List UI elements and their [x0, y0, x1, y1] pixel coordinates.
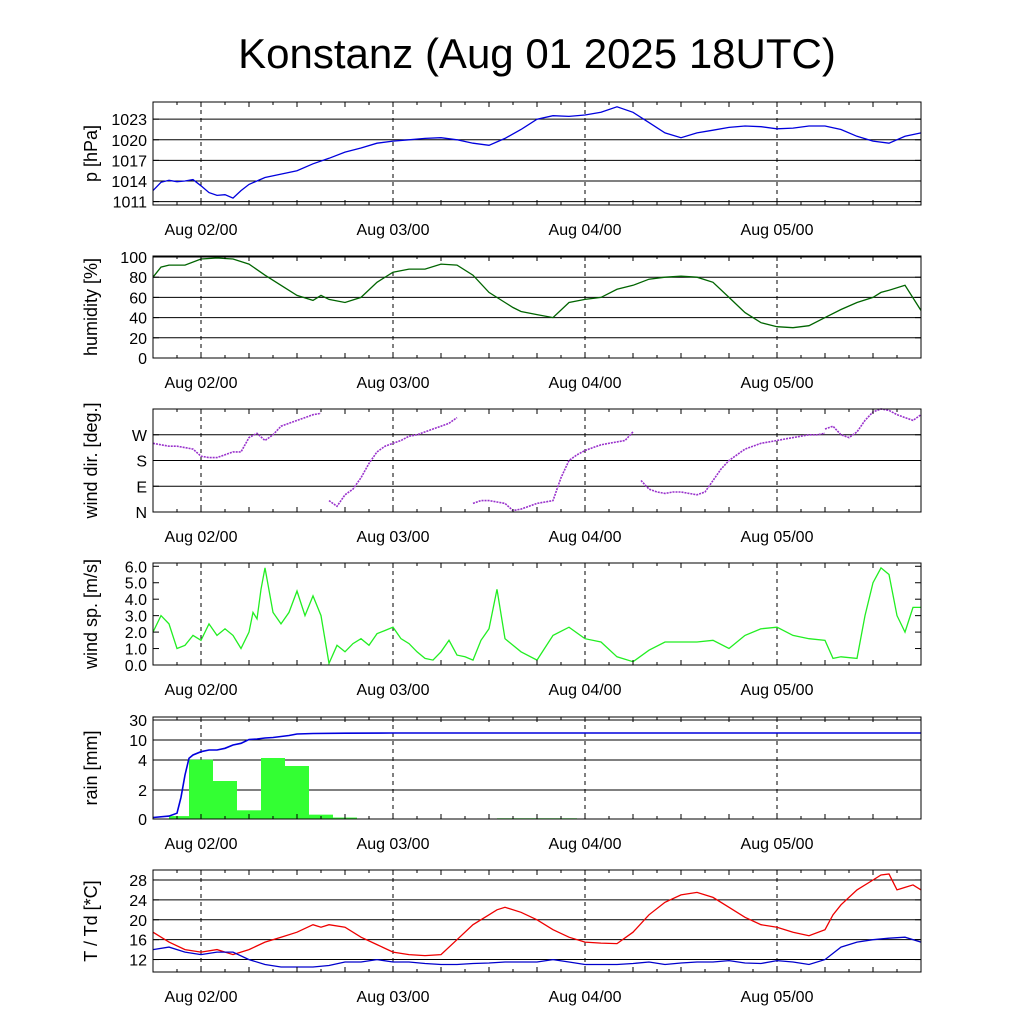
y-tick-label: 5.0 — [125, 576, 147, 593]
y-tick-label: 60 — [129, 290, 147, 307]
x-tick-label: Aug 04/00 — [549, 375, 622, 392]
y-tick-label: 30 — [129, 713, 147, 730]
x-tick-label: Aug 02/00 — [165, 375, 238, 392]
y-tick-label: 20 — [129, 331, 147, 348]
y-tick-label: 1014 — [111, 174, 147, 191]
x-tick-label: Aug 05/00 — [741, 682, 814, 699]
winddir-segment — [472, 431, 634, 512]
rain-accum-line — [152, 732, 921, 819]
panel-rain: 0 2 4 10 30 Aug 02/00 Aug 03/00 Aug 04/00 Aug 05… — [81, 713, 922, 853]
y-tick-label: 1017 — [111, 153, 147, 170]
rain-bar — [169, 816, 189, 819]
y-tick-label: W — [132, 428, 148, 445]
y-tick-label: 2.0 — [125, 625, 147, 642]
x-tick-label: Aug 05/00 — [741, 529, 814, 546]
x-tick-label: Aug 02/00 — [165, 989, 238, 1006]
series-windspeed — [152, 566, 921, 666]
x-tick-label: Aug 02/00 — [165, 222, 238, 239]
x-tick-label: Aug 04/00 — [549, 836, 622, 853]
x-tick-label: Aug 05/00 — [741, 989, 814, 1006]
y-axis-label: T / Td [*C] — [81, 880, 101, 961]
y-tick-label: 24 — [129, 893, 147, 910]
y-tick-label: 1011 — [113, 195, 148, 212]
x-tick-label: Aug 03/00 — [357, 529, 430, 546]
y-tick-label: S — [136, 454, 147, 471]
y-tick-label: 6.0 — [125, 559, 147, 576]
series-temp — [152, 873, 922, 957]
panel-pressure: 1011 1014 1017 1020 1023 Aug 02/00 Aug 03/00 Au… — [81, 101, 922, 239]
y-tick-label: 100 — [120, 250, 147, 267]
series-dew — [152, 936, 922, 968]
y-tick-label: 16 — [129, 933, 147, 950]
x-tick-label: Aug 05/00 — [741, 222, 814, 239]
x-tick-label: Aug 05/00 — [741, 375, 814, 392]
y-axis-label: p [hPa] — [81, 125, 101, 182]
series-pressure — [152, 106, 922, 199]
x-tick-label: Aug 02/00 — [165, 836, 238, 853]
x-tick-label: Aug 03/00 — [357, 375, 430, 392]
y-tick-label: 0 — [138, 812, 147, 829]
winddir-segment — [328, 416, 458, 508]
y-axis-label: wind sp. [m/s] — [81, 559, 101, 670]
x-tick-label: Aug 03/00 — [357, 836, 430, 853]
y-tick-label: 0.0 — [125, 658, 147, 675]
winddir-segment — [152, 412, 322, 459]
winddir-segment — [640, 432, 826, 496]
y-tick-label: E — [136, 479, 147, 496]
y-axis-label: rain [mm] — [81, 730, 101, 805]
x-tick-label: Aug 04/00 — [549, 682, 622, 699]
y-axis-label: wind dir. [deg.] — [81, 402, 101, 519]
x-tick-label: Aug 04/00 — [549, 989, 622, 1006]
rain-bar — [213, 781, 237, 819]
y-tick-label: 20 — [129, 913, 147, 930]
y-axis-label: humidity [%] — [81, 258, 101, 356]
chart-title: Konstanz (Aug 01 2025 18UTC) — [238, 30, 836, 77]
y-tick-label: 28 — [129, 873, 147, 890]
y-tick-label: 1023 — [111, 112, 147, 129]
y-tick-label: 1020 — [111, 133, 147, 150]
series-humidity — [152, 257, 922, 329]
y-tick-label: 1.0 — [125, 642, 147, 659]
x-tick-label: Aug 05/00 — [741, 836, 814, 853]
y-tick-label: 12 — [129, 953, 147, 970]
y-tick-label: 10 — [129, 733, 147, 750]
rain-bar — [261, 758, 285, 819]
y-tick-label: 3.0 — [125, 609, 147, 626]
y-tick-label: 2 — [138, 783, 147, 800]
x-tick-label: Aug 02/00 — [165, 529, 238, 546]
panel-humidity: 0 20 40 60 80 100 Aug 02/00 Aug 03/00 Aug 04/00 A… — [81, 250, 922, 392]
x-tick-label: Aug 02/00 — [165, 682, 238, 699]
y-tick-label: 4 — [138, 753, 147, 770]
x-tick-label: Aug 03/00 — [357, 222, 430, 239]
panel-frame — [152, 101, 922, 206]
rain-bar — [285, 766, 309, 819]
y-tick-label: 0 — [138, 351, 147, 368]
x-tick-label: Aug 03/00 — [357, 989, 430, 1006]
x-tick-label: Aug 03/00 — [357, 682, 430, 699]
panel-frame — [152, 255, 922, 359]
y-tick-label: 4.0 — [125, 592, 147, 609]
y-tick-label: 80 — [129, 270, 147, 287]
panel-windspeed: 0.01.02.03.04.05.06.0 Aug 02/00 Aug 03/00 A… — [81, 559, 922, 699]
panel-frame — [152, 869, 922, 973]
x-tick-label: Aug 04/00 — [549, 529, 622, 546]
y-tick-label: N — [135, 505, 147, 522]
rain-bar — [189, 759, 213, 819]
panel-temp: 12 16 20 24 28 Aug 02/00 Aug 03/00 Aug 04/00 Aug… — [81, 869, 922, 1006]
x-tick-label: Aug 04/00 — [549, 222, 622, 239]
panel-frame — [152, 562, 922, 666]
y-tick-label: 40 — [129, 311, 147, 328]
